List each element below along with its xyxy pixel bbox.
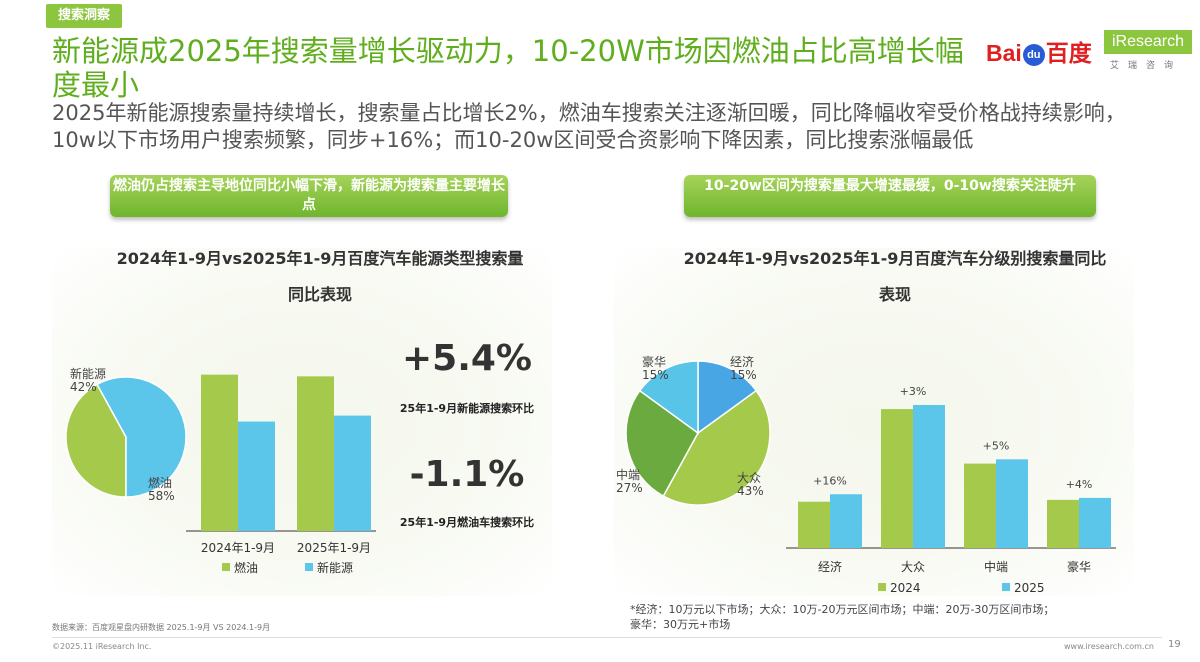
segment-bar-legend-swatch-1 xyxy=(1002,583,1010,591)
segment-bar-category-label-2: 中端 xyxy=(984,559,1008,574)
energy-bar-legend-swatch-0 xyxy=(222,563,230,571)
energy-bar-category-label-1: 2025年1-9月 xyxy=(297,541,371,555)
logo-group: Bai du 百度 iResearch 艾瑞咨询 xyxy=(986,30,1198,72)
segment-bar-legend-label-1: 2025 xyxy=(1014,581,1045,595)
energy-bar-bar-1-1 xyxy=(334,415,371,531)
segment-pie-slice-label-0: 经济 xyxy=(730,354,754,369)
baidu-logo-text-right: 百度 xyxy=(1045,40,1092,66)
segment-bar-bar-0-1 xyxy=(830,494,862,548)
segment-pie-slice-value-0: 15% xyxy=(730,368,757,382)
segment-bar-bar-2-0 xyxy=(964,463,996,548)
energy-pie-slice-1 xyxy=(96,376,187,498)
right-chart-title: 2024年1-9月vs2025年1-9月百度汽车分级别搜索量同比表现 xyxy=(683,249,1107,304)
segment-footnote-line2: 豪华：30万元+市场 xyxy=(630,618,731,631)
energy-pie-slice-0 xyxy=(65,383,127,498)
segment-bar-legend-swatch-0 xyxy=(878,583,886,591)
iresearch-logo: iResearch xyxy=(1104,30,1192,54)
segment-bar-category-label-3: 豪华 xyxy=(1067,559,1091,574)
page-title: 新能源成2025年搜索量增长驱动力，10-20W市场因燃油占比高增长幅度最小 xyxy=(52,34,964,102)
energy-pie-slice-label-0: 新能源 xyxy=(70,366,106,381)
website-link[interactable]: www.iresearch.com.cn xyxy=(1064,642,1154,651)
segment-footnote-line1: *经济：10万元以下市场；大众：10万-20万元区间市场；中端：20万-30万区… xyxy=(630,603,1055,616)
baidu-logo-text-left: Bai xyxy=(986,40,1022,66)
newenergy-growth-label: 25年1-9月新能源搜索环比 xyxy=(399,402,535,415)
energy-pie-slice-label-1: 燃油 xyxy=(148,475,172,490)
baidu-paw-icon: du xyxy=(1022,43,1045,66)
right-insight-pill: 10-20w区间为搜索量最大增速最缓，0-10w搜索关注陡升 xyxy=(684,175,1096,217)
segment-pie-slice-1 xyxy=(662,389,771,506)
segment-pie-slice-label-2: 中端 xyxy=(616,467,640,482)
segment-bar-bar-1-1 xyxy=(913,404,945,548)
newenergy-growth-stat: +5.4% xyxy=(401,338,532,379)
segment-bar-bar-3-0 xyxy=(1047,499,1079,548)
segment-pie-slice-label-1: 大众 xyxy=(737,471,761,485)
segment-pie-slice-0 xyxy=(697,360,758,435)
iresearch-logo-subtext: 艾瑞咨询 xyxy=(1110,61,1183,71)
segment-bar-category-label-0: 经济 xyxy=(818,559,842,574)
segment-pie-slice-value-2: 27% xyxy=(616,481,643,495)
copyright: ©2025.11 iResearch Inc. xyxy=(52,642,152,651)
segment-footnote: *经济：10万元以下市场；大众：10万-20万元区间市场；中端：20万-30万区… xyxy=(630,602,1150,632)
segment-pie-slice-3 xyxy=(638,360,699,435)
segment-bar-bar-2-1 xyxy=(996,459,1028,548)
energy-bar-bar-0-1 xyxy=(238,421,275,531)
section-tag: 搜索洞察 xyxy=(46,4,123,28)
segment-bar-category-label-1: 大众 xyxy=(901,560,925,574)
segment-pie-slice-value-3: 15% xyxy=(642,368,669,382)
segment-bar-annotation-0: +16% xyxy=(813,474,847,487)
segment-pie-slice-value-1: 43% xyxy=(737,484,764,498)
page-subtitle: 2025年新能源搜索量持续增长，搜索量占比增长2%，燃油车搜索关注逐渐回暖，同比… xyxy=(52,101,1126,152)
energy-bar-category-label-0: 2024年1-9月 xyxy=(201,541,275,555)
energy-bar-legend-swatch-1 xyxy=(305,563,313,571)
segment-bar-annotation-1: +3% xyxy=(900,385,927,398)
segment-bar-legend-label-0: 2024 xyxy=(890,581,921,595)
segment-bar-bar-0-0 xyxy=(798,501,830,548)
segment-bar-bar-3-1 xyxy=(1079,497,1111,548)
energy-bar-legend-label-0: 燃油 xyxy=(234,560,258,575)
fuel-growth-label: 25年1-9月燃油车搜索环比 xyxy=(399,516,535,529)
segment-bar-annotation-3: +4% xyxy=(1066,478,1093,491)
left-chart-title: 2024年1-9月vs2025年1-9月百度汽车能源类型搜索量同比表现 xyxy=(116,249,524,304)
fuel-growth-stat: -1.1% xyxy=(409,454,525,495)
energy-bar-legend-label-1: 新能源 xyxy=(317,560,353,575)
left-insight-pill: 燃油仍占搜索主导地位同比小幅下滑，新能源为搜索量主要增长点 xyxy=(110,175,508,217)
page-number: 19 xyxy=(1168,639,1181,650)
energy-bar-bar-0-0 xyxy=(201,374,238,531)
segment-bar-bar-1-0 xyxy=(881,409,913,548)
footer-divider xyxy=(52,637,1162,638)
data-source: 数据来源：百度观星盘内研数据 2025.1-9月 VS 2024.1-9月 xyxy=(52,623,271,632)
energy-pie-slice-value-1: 58% xyxy=(148,489,175,503)
energy-bar-bar-1-0 xyxy=(297,376,334,531)
baidu-logo: Bai du 百度 xyxy=(986,34,1092,68)
segment-bar-annotation-2: +5% xyxy=(983,439,1010,452)
segment-pie-slice-label-3: 豪华 xyxy=(642,354,666,369)
energy-pie-slice-value-0: 42% xyxy=(70,380,97,394)
segment-pie-slice-2 xyxy=(625,389,699,498)
